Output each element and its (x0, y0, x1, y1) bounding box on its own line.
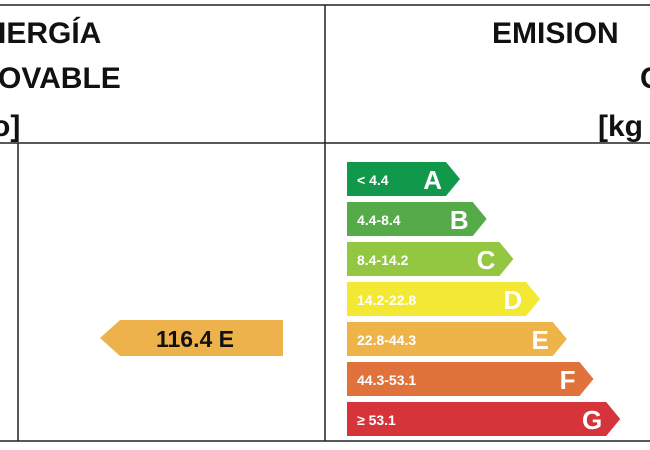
scale-bar (347, 362, 594, 396)
scale-letter: D (503, 285, 522, 315)
scale-range: ≥ 53.1 (357, 412, 396, 428)
header-left-line: o] (0, 110, 20, 143)
scale-letter: G (582, 405, 602, 435)
scale-bar (347, 162, 460, 196)
scale-range: 44.3-53.1 (357, 372, 416, 388)
scale-letter: C (477, 245, 496, 275)
header-left-line: IERGÍA (0, 16, 101, 50)
scale-bar (347, 242, 514, 276)
scale-range: 22.8-44.3 (357, 332, 416, 348)
scale-bar (347, 282, 541, 316)
scale-letter: E (531, 325, 548, 355)
header-left-line: OVABLE (0, 62, 121, 95)
scale-range: 4.4-8.4 (357, 212, 401, 228)
scale-letter: F (560, 365, 576, 395)
rating-indicator: 116.4 E (100, 320, 283, 356)
scale-range: 8.4-14.2 (357, 252, 409, 268)
header-right-line: [kg (598, 110, 643, 143)
header-right-line: C (640, 62, 650, 95)
indicator-arrow (100, 320, 283, 356)
scale-range: < 4.4 (357, 172, 389, 188)
scale-letter: A (423, 165, 442, 195)
scale-bar (347, 202, 487, 236)
indicator-label: 116.4 E (156, 326, 234, 352)
scale-letter: B (450, 205, 469, 235)
scale-range: 14.2-22.8 (357, 292, 416, 308)
scale-bar (347, 402, 621, 436)
scale-bar (347, 322, 567, 356)
header-right-line: EMISION (492, 17, 619, 50)
table-lines (0, 4, 650, 442)
